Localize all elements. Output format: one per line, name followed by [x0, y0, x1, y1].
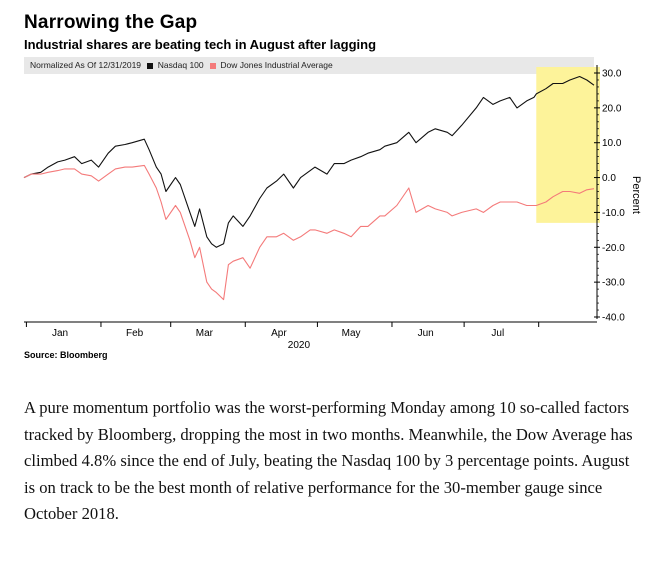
y-tick-label: -40.0 — [602, 313, 625, 324]
x-tick-label: May — [342, 328, 361, 339]
x-tick-label: Jul — [491, 328, 504, 339]
chart-subtitle: Industrial shares are beating tech in Au… — [24, 37, 377, 52]
y-tick-label: 30.0 — [602, 69, 622, 80]
legend-normalization-note: Normalized As Of 12/31/2019 — [30, 60, 142, 70]
y-tick-label: 0.0 — [602, 173, 616, 184]
x-tick-label: Apr — [271, 328, 287, 339]
nasdaq-100-line — [23, 75, 595, 248]
legend-label-nasdaq: Nasdaq 100 — [157, 60, 204, 70]
x-tick-label: Feb — [126, 328, 144, 339]
legend-swatch-dow — [210, 62, 217, 69]
y-tick-label: -10.0 — [602, 208, 625, 219]
x-tick-label: Mar — [196, 328, 214, 339]
x-tick-label: Jan — [52, 328, 68, 339]
y-axis-label: Percent — [630, 176, 642, 214]
chart-title: Narrowing the Gap — [24, 12, 198, 33]
article-paragraph: A pure momentum portfolio was the worst-… — [24, 398, 633, 523]
x-tick-label: Jun — [418, 328, 434, 339]
x-year-label: 2020 — [288, 340, 311, 350]
legend-swatch-nasdaq — [147, 62, 154, 69]
y-tick-label: 20.0 — [602, 103, 622, 114]
y-tick-label: -20.0 — [602, 243, 625, 254]
chart-source: Source: Bloomberg — [24, 350, 108, 360]
highlight-band — [536, 67, 600, 223]
y-tick-label: -30.0 — [602, 278, 625, 289]
dow-jones-line — [23, 164, 595, 301]
line-chart: 30.0 20.0 10.0 0.0 -10.0 -20.0 -30.0 -40.0 Perce… — [23, 65, 642, 350]
chart-legend: Normalized As Of 12/31/2019 Nasdaq 100 D… — [24, 57, 594, 74]
y-tick-label: 10.0 — [602, 138, 622, 149]
legend-label-dow: Dow Jones Industrial Average — [220, 60, 333, 70]
article-body: A pure momentum portfolio was the worst-… — [24, 395, 634, 528]
